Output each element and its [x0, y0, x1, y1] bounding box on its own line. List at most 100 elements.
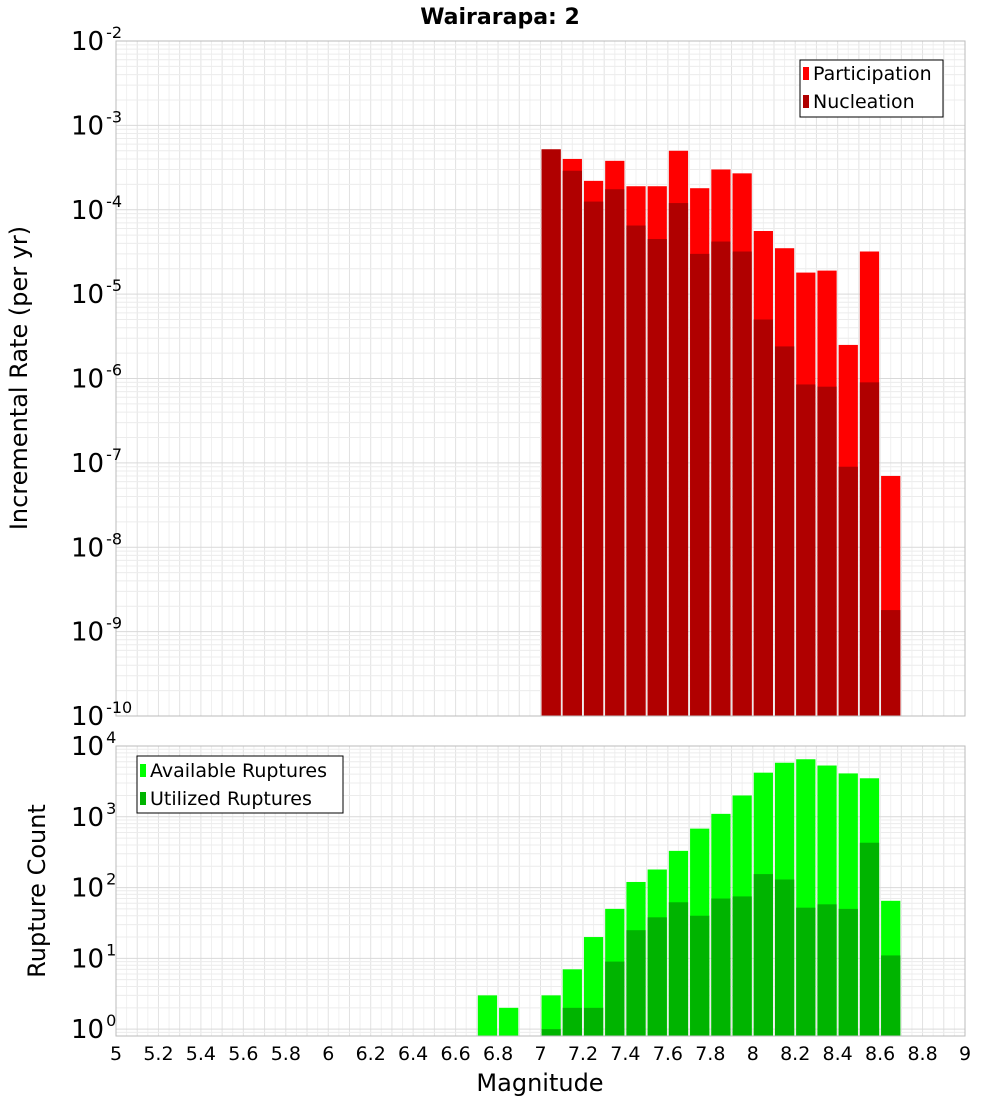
- x-tick-5.8: 5.8: [271, 1043, 301, 1065]
- top-y-tick-exponent: -8: [106, 529, 122, 548]
- x-tick-8.2: 8.2: [780, 1043, 810, 1065]
- x-tick-7: 7: [534, 1043, 546, 1065]
- x-tick-8: 8: [747, 1043, 759, 1065]
- x-tick-9: 9: [959, 1043, 971, 1065]
- bar-utilized-7.75: [690, 915, 710, 1036]
- bar-available-6.75: [477, 995, 498, 1036]
- x-tick-6: 6: [322, 1043, 334, 1065]
- top-y-tick-1e-9: 10 -9: [71, 614, 122, 648]
- bar-nucleation-7.75: [690, 253, 710, 716]
- bar-nucleation-8.15: [774, 346, 795, 716]
- top-y-tick-1e-2: 10 -2: [71, 23, 122, 57]
- legend-swatch-nucleation: [803, 95, 809, 108]
- x-tick-6.2: 6.2: [356, 1043, 386, 1065]
- top-y-tick-exponent: -4: [106, 192, 122, 211]
- top-y-tick-1e-10: 10 -10: [71, 698, 132, 732]
- bar-utilized-8.55: [859, 842, 880, 1036]
- x-tick-6.4: 6.4: [398, 1043, 428, 1065]
- bar-nucleation-7.65: [668, 203, 689, 716]
- top-y-tick-exponent: -9: [106, 614, 122, 633]
- bar-utilized-8.15: [774, 879, 795, 1036]
- top-plot-gridlines: [115, 40, 966, 717]
- top-plot-frame: [115, 40, 966, 717]
- x-tick-8.4: 8.4: [823, 1043, 853, 1065]
- chart-title: Wairarapa: 2: [420, 5, 580, 30]
- bar-available-6.85: [499, 1007, 519, 1036]
- legend-swatch-participation: [803, 67, 809, 80]
- bottom-plot-bars: [477, 759, 901, 1036]
- x-tick-5.6: 5.6: [228, 1043, 258, 1065]
- top-y-tick-1e-8: 10 -8: [71, 529, 122, 563]
- bar-available-7.05: [541, 995, 561, 1036]
- bar-utilized-7.95: [732, 896, 752, 1036]
- bar-utilized-7.45: [626, 930, 646, 1036]
- bar-nucleation-7.25: [583, 201, 604, 716]
- x-tick-5.2: 5.2: [143, 1043, 173, 1065]
- top-legend: Participation Nucleation: [799, 59, 944, 118]
- top-y-axis-label: Incremental Rate (per yr): [5, 226, 33, 530]
- bottom-legend: Available Ruptures Utilized Ruptures: [136, 755, 344, 814]
- x-tick-8.8: 8.8: [907, 1043, 937, 1065]
- top-y-tick-1e-7: 10 -7: [71, 445, 122, 479]
- bar-nucleation-7.45: [626, 225, 646, 716]
- bar-nucleation-8.65: [881, 610, 901, 716]
- bar-nucleation-8.35: [817, 386, 837, 716]
- legend-swatch-available-ruptures: [140, 764, 146, 777]
- bar-utilized-7.55: [647, 917, 667, 1036]
- bar-nucleation-8.25: [796, 384, 816, 716]
- legend-label-available-ruptures: Available Ruptures: [150, 760, 327, 782]
- legend-label-nucleation: Nucleation: [813, 91, 915, 113]
- bar-utilized-7.35: [605, 961, 625, 1036]
- top-y-tick-1e-3: 10 -3: [71, 107, 122, 141]
- bar-nucleation-7.55: [647, 239, 667, 716]
- bar-utilized-8.45: [838, 908, 858, 1036]
- bar-nucleation-7.15: [562, 170, 582, 716]
- bar-utilized-8.35: [817, 904, 837, 1036]
- x-tick-5: 5: [110, 1043, 122, 1065]
- bar-utilized-7.05: [541, 1029, 561, 1036]
- top-y-tick-exponent: -3: [106, 107, 122, 126]
- bottom-y-tick-1e4: 10 4: [71, 728, 116, 762]
- bar-nucleation-7.95: [732, 251, 752, 716]
- x-axis-label: Magnitude: [476, 1069, 603, 1097]
- bar-nucleation-8.55: [859, 382, 880, 716]
- bar-utilized-7.25: [583, 1007, 604, 1036]
- bottom-y-tick-exponent: 0: [106, 1011, 116, 1030]
- bar-utilized-8.05: [753, 874, 773, 1036]
- bar-utilized-7.65: [668, 902, 689, 1036]
- top-legend-box: [799, 59, 944, 118]
- top-y-tick-1e-4: 10 -4: [71, 192, 122, 226]
- bottom-y-tick-1e2: 10 2: [71, 870, 116, 904]
- bottom-y-tick-1e0: 10 0: [71, 1011, 116, 1045]
- bar-nucleation-8.45: [838, 466, 858, 716]
- top-y-tick-exponent: -2: [106, 23, 122, 42]
- bar-utilized-7.15: [562, 1007, 582, 1036]
- bar-utilized-8.25: [796, 907, 816, 1036]
- x-tick-8.6: 8.6: [865, 1043, 895, 1065]
- bar-nucleation-8.05: [753, 319, 773, 716]
- bottom-y-tick-exponent: 1: [106, 940, 116, 959]
- bottom-y-axis-label: Rupture Count: [23, 804, 51, 978]
- top-y-tick-1e-5: 10 -5: [71, 276, 122, 310]
- x-tick-6.8: 6.8: [483, 1043, 513, 1065]
- x-tick-5.4: 5.4: [186, 1043, 216, 1065]
- top-y-tick-exponent: -6: [106, 361, 122, 380]
- x-tick-7.8: 7.8: [695, 1043, 725, 1065]
- top-y-tick-exponent: -7: [106, 445, 122, 464]
- bottom-y-tick-1e3: 10 3: [71, 799, 116, 833]
- x-tick-7.2: 7.2: [568, 1043, 598, 1065]
- legend-swatch-utilized-ruptures: [140, 792, 146, 805]
- bottom-y-tick-1e1: 10 1: [71, 940, 116, 974]
- bar-nucleation-7.35: [605, 189, 625, 717]
- x-tick-7.6: 7.6: [653, 1043, 683, 1065]
- top-plot-bars: [541, 149, 901, 717]
- bottom-y-tick-exponent: 4: [106, 728, 116, 747]
- x-tick-6.6: 6.6: [440, 1043, 470, 1065]
- x-axis-tick-labels: 5 5.2 5.4 5.6 5.8 6 6.2 6.4 6.6 6.8 7 7.2 7.4 7.6 7.8 8…: [110, 1043, 971, 1065]
- bottom-plot-frame: [115, 745, 966, 1037]
- bottom-y-tick-exponent: 2: [106, 870, 116, 889]
- bottom-y-tick-exponent: 3: [106, 799, 116, 818]
- x-tick-7.4: 7.4: [610, 1043, 640, 1065]
